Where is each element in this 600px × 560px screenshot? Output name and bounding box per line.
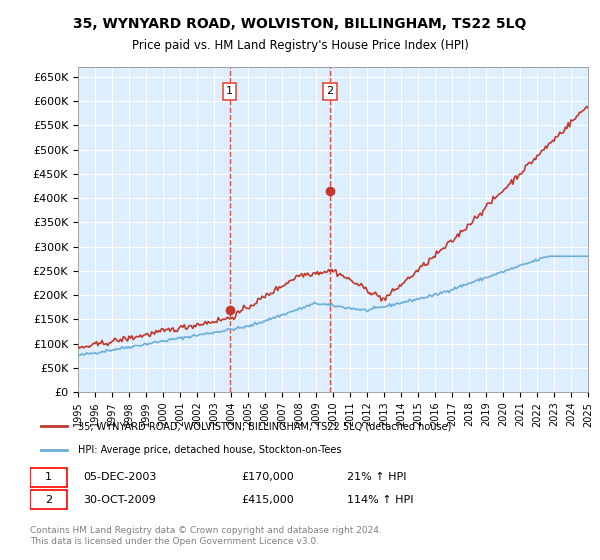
Text: 1: 1 <box>45 472 52 482</box>
Text: 35, WYNYARD ROAD, WOLVISTON, BILLINGHAM, TS22 5LQ: 35, WYNYARD ROAD, WOLVISTON, BILLINGHAM,… <box>73 17 527 31</box>
FancyBboxPatch shape <box>30 490 67 509</box>
Text: Contains HM Land Registry data © Crown copyright and database right 2024.
This d: Contains HM Land Registry data © Crown c… <box>30 526 382 546</box>
Text: 05-DEC-2003: 05-DEC-2003 <box>83 472 156 482</box>
Text: 2: 2 <box>45 494 52 505</box>
Text: £415,000: £415,000 <box>241 494 294 505</box>
FancyBboxPatch shape <box>30 468 67 487</box>
Text: 30-OCT-2009: 30-OCT-2009 <box>83 494 155 505</box>
Text: Price paid vs. HM Land Registry's House Price Index (HPI): Price paid vs. HM Land Registry's House … <box>131 39 469 52</box>
Text: 114% ↑ HPI: 114% ↑ HPI <box>347 494 413 505</box>
Text: 2: 2 <box>326 86 334 96</box>
Text: HPI: Average price, detached house, Stockton-on-Tees: HPI: Average price, detached house, Stoc… <box>77 445 341 455</box>
Text: 35, WYNYARD ROAD, WOLVISTON, BILLINGHAM, TS22 5LQ (detached house): 35, WYNYARD ROAD, WOLVISTON, BILLINGHAM,… <box>77 421 451 431</box>
Text: £170,000: £170,000 <box>241 472 294 482</box>
Text: 1: 1 <box>226 86 233 96</box>
Text: 21% ↑ HPI: 21% ↑ HPI <box>347 472 406 482</box>
